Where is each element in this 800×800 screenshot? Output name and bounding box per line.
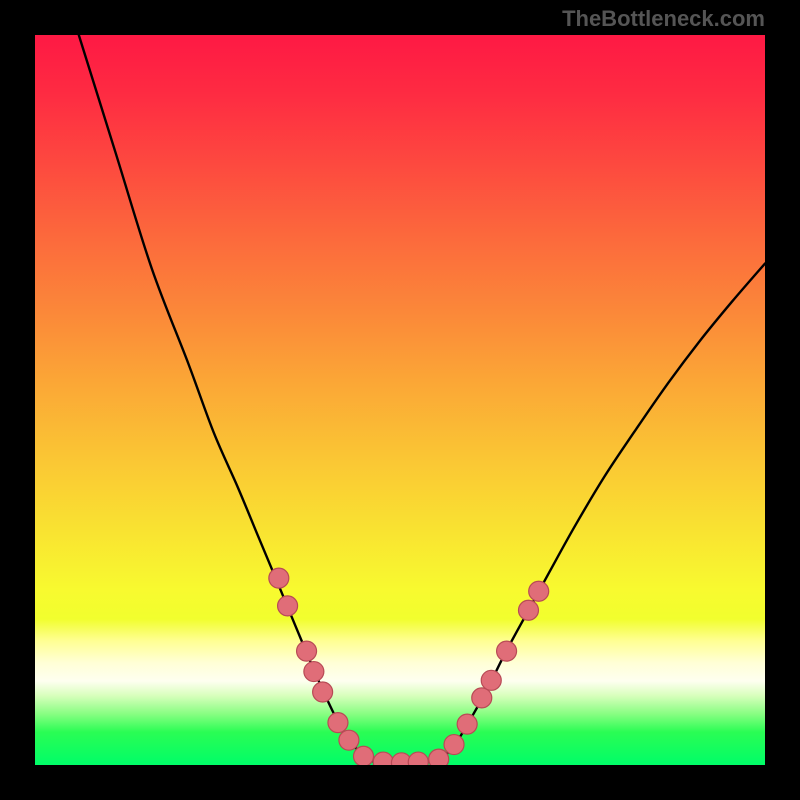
curve-markers: [269, 568, 549, 765]
curve-marker-dot: [408, 752, 428, 765]
curve-marker-dot: [304, 662, 324, 682]
curve-marker-dot: [328, 713, 348, 733]
curve-marker-dot: [497, 641, 517, 661]
curve-marker-dot: [444, 735, 464, 755]
curve-marker-dot: [269, 568, 289, 588]
curve-marker-dot: [313, 682, 333, 702]
watermark-text: TheBottleneck.com: [562, 6, 765, 32]
curve-marker-dot: [457, 714, 477, 734]
bottleneck-curve: [35, 35, 765, 765]
curve-marker-dot: [429, 749, 449, 765]
curve-marker-dot: [529, 581, 549, 601]
curve-marker-dot: [278, 596, 298, 616]
v-curve-line: [79, 35, 765, 763]
curve-marker-dot: [518, 600, 538, 620]
chart-container: TheBottleneck.com: [0, 0, 800, 800]
curve-marker-dot: [373, 752, 393, 765]
curve-marker-dot: [481, 670, 501, 690]
curve-marker-dot: [472, 688, 492, 708]
plot-area: [35, 35, 765, 765]
curve-marker-dot: [339, 730, 359, 750]
curve-marker-dot: [297, 641, 317, 661]
curve-marker-dot: [354, 746, 374, 765]
